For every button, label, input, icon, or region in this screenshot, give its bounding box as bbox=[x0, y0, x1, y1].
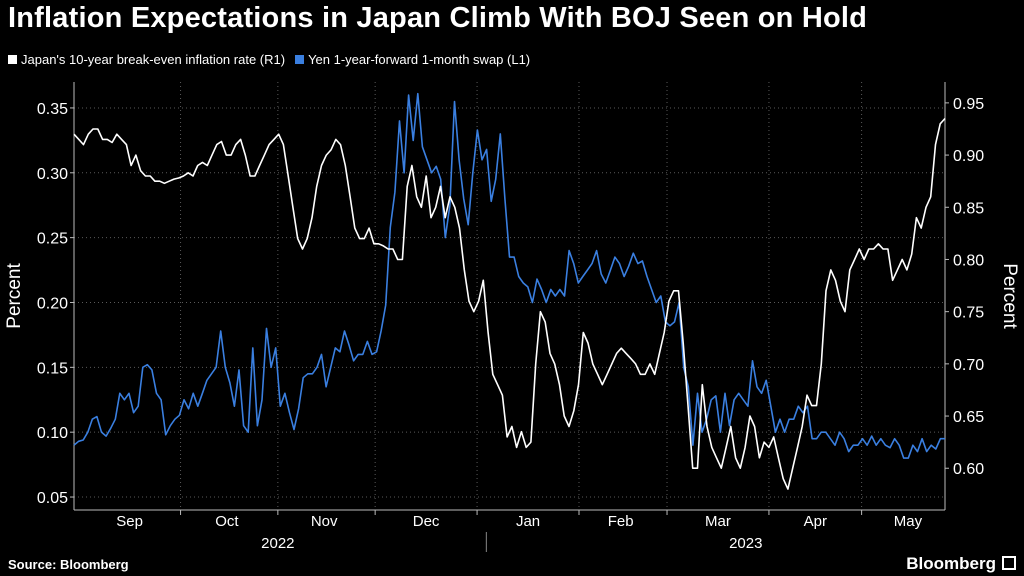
right-tick-label: 0.80 bbox=[953, 252, 984, 269]
left-tick-label: 0.35 bbox=[37, 101, 68, 118]
x-tick-label: Apr bbox=[804, 513, 827, 530]
legend-item-swap: Yen 1-year-forward 1-month swap (L1) bbox=[295, 52, 530, 67]
left-tick-label: 0.20 bbox=[37, 295, 68, 312]
right-tick-label: 0.95 bbox=[953, 96, 984, 113]
x-tick-label: Jan bbox=[516, 513, 540, 530]
right-tick-label: 0.70 bbox=[953, 357, 984, 374]
series-line-swap bbox=[73, 92, 945, 459]
x-tick-label: Sep bbox=[116, 513, 143, 530]
left-tick-label: 0.15 bbox=[37, 360, 68, 377]
legend-label-breakeven: Japan's 10-year break-even inflation rat… bbox=[21, 52, 286, 67]
x-tick-label: Oct bbox=[215, 513, 239, 530]
legend-label-swap: Yen 1-year-forward 1-month swap (L1) bbox=[308, 52, 531, 67]
x-tick-label: Dec bbox=[413, 513, 440, 530]
year-label: 2022 bbox=[261, 535, 294, 552]
right-tick-label: 0.65 bbox=[953, 409, 984, 426]
right-tick-label: 0.60 bbox=[953, 461, 984, 478]
x-tick-label: Mar bbox=[705, 513, 731, 530]
year-label: 2023 bbox=[729, 535, 762, 552]
left-tick-label: 0.05 bbox=[37, 490, 68, 507]
right-tick-label: 0.90 bbox=[953, 148, 984, 165]
source-note: Source: Bloomberg bbox=[8, 557, 129, 572]
chart-title: Inflation Expectations in Japan Climb Wi… bbox=[8, 2, 868, 34]
brand-logo: Bloomberg bbox=[906, 554, 996, 573]
brand-box-icon bbox=[1002, 556, 1016, 570]
series-line-breakeven bbox=[73, 117, 946, 490]
legend: Japan's 10-year break-even inflation rat… bbox=[8, 52, 540, 67]
left-tick-label: 0.10 bbox=[37, 425, 68, 442]
legend-item-breakeven: Japan's 10-year break-even inflation rat… bbox=[8, 52, 285, 67]
x-tick-label: Nov bbox=[311, 513, 338, 530]
left-tick-label: 0.25 bbox=[37, 231, 68, 248]
left-axis-title: Percent bbox=[4, 263, 25, 329]
right-tick-label: 0.85 bbox=[953, 200, 984, 217]
right-axis-title: Percent bbox=[999, 263, 1020, 329]
legend-swatch-white bbox=[8, 55, 17, 64]
x-tick-label: May bbox=[894, 513, 923, 530]
legend-swatch-blue bbox=[295, 55, 305, 64]
x-tick-label: Feb bbox=[608, 513, 634, 530]
right-tick-label: 0.75 bbox=[953, 305, 984, 322]
left-tick-label: 0.30 bbox=[37, 166, 68, 183]
